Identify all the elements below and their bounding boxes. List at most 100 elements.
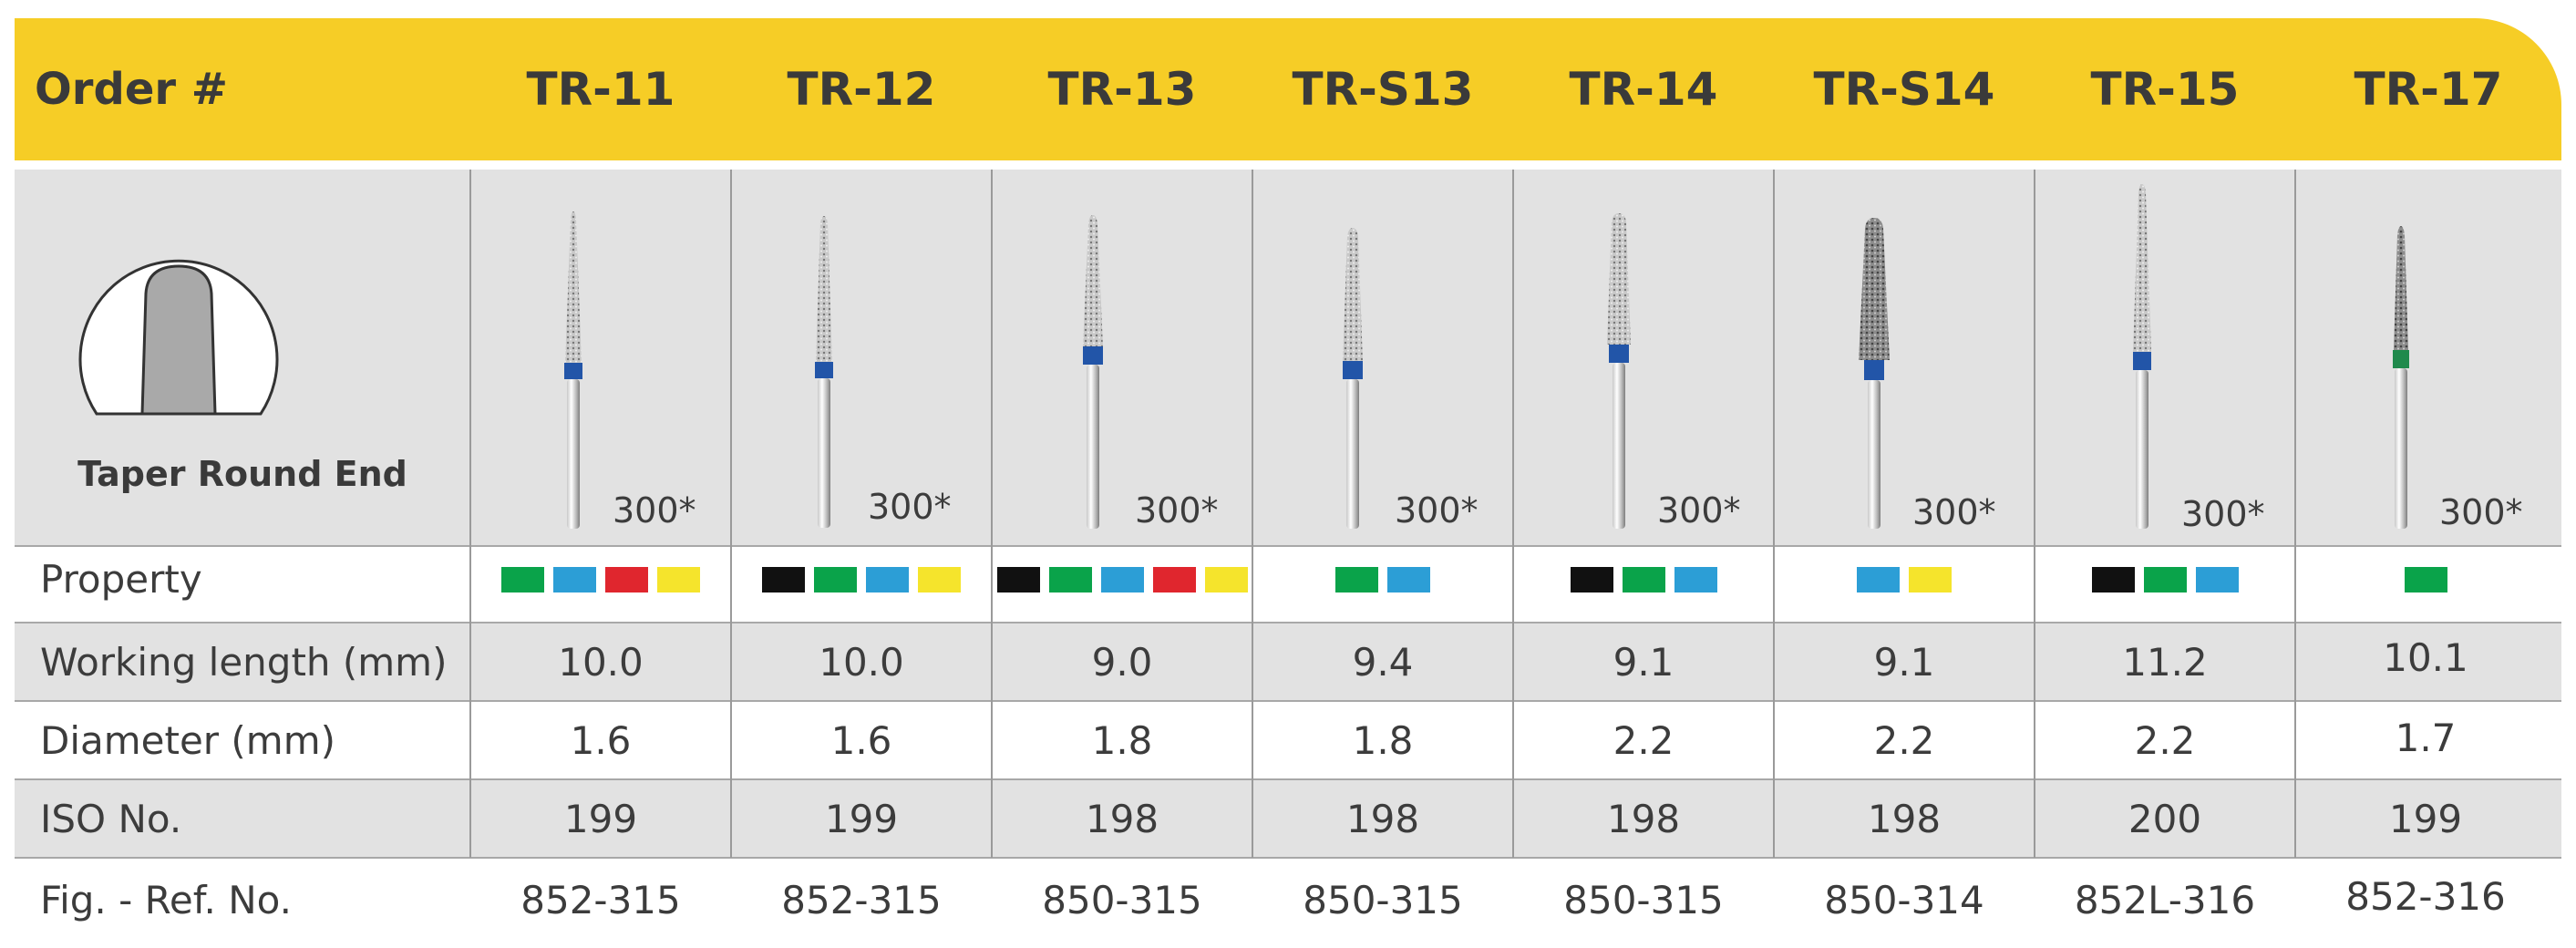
property-swatch	[1387, 567, 1430, 592]
property-swatch	[918, 567, 961, 592]
column-divider	[730, 170, 732, 858]
property-swatch	[1570, 567, 1613, 592]
diameter-value: 2.2	[2134, 717, 2196, 763]
working-length-value: 10.1	[2383, 634, 2468, 680]
bur-image-tr-s14	[1859, 218, 1890, 529]
iso-value: 198	[1085, 796, 1159, 841]
fig-ref-value: 850-315	[1042, 877, 1202, 922]
iso-value: 198	[1606, 796, 1681, 841]
fig-ref-value: 852L-316	[2074, 877, 2256, 922]
column-divider	[991, 170, 993, 858]
row-divider	[15, 622, 2561, 623]
bur-image-tr-17	[2393, 226, 2409, 529]
property-swatch	[1909, 567, 1952, 592]
iso-value: 199	[824, 796, 899, 841]
property-swatch-group	[732, 567, 991, 592]
property-swatch	[1100, 567, 1144, 592]
model-header: TR-12	[787, 63, 936, 116]
bur-image-tr-14	[1607, 213, 1631, 529]
diameter-value: 1.6	[830, 717, 892, 763]
property-swatch-group	[2296, 567, 2555, 592]
property-swatch	[2091, 567, 2135, 592]
working-length-label: Working length (mm)	[40, 639, 448, 685]
property-swatch	[996, 567, 1040, 592]
working-length-value: 9.1	[1613, 639, 1674, 685]
working-length-value: 10.0	[819, 639, 904, 685]
iso-row	[15, 779, 2561, 858]
fig-ref-value: 852-316	[2345, 873, 2506, 919]
property-swatch	[657, 567, 700, 592]
iso-label: ISO No.	[40, 796, 182, 841]
property-label: Property	[40, 556, 202, 602]
working-length-value: 9.0	[1091, 639, 1153, 685]
property-swatch	[1152, 567, 1196, 592]
model-header: TR-13	[1047, 63, 1197, 116]
diameter-row	[15, 701, 2561, 779]
model-header: TR-S13	[1292, 63, 1474, 116]
property-swatch-group	[1514, 567, 1773, 592]
diameter-value: 1.8	[1352, 717, 1414, 763]
column-divider	[2294, 170, 2296, 858]
column-divider	[2034, 170, 2035, 858]
property-swatch-group	[1253, 567, 1512, 592]
grit-count: 300*	[2439, 492, 2523, 532]
property-swatch	[553, 567, 596, 592]
working-length-value: 10.0	[558, 639, 644, 685]
bur-image-tr-11	[564, 211, 582, 529]
property-swatch	[814, 567, 857, 592]
property-swatch	[2143, 567, 2187, 592]
bur-image-tr-s13	[1343, 228, 1363, 529]
column-divider	[1252, 170, 1253, 858]
diameter-value: 2.2	[1613, 717, 1674, 763]
property-swatch	[1335, 567, 1378, 592]
property-swatch	[1857, 567, 1900, 592]
model-header: TR-14	[1569, 63, 1718, 116]
fig-ref-value: 850-314	[1824, 877, 1984, 922]
grit-count: 300*	[1395, 490, 1479, 531]
column-divider	[469, 170, 471, 858]
order-label: Order #	[35, 64, 228, 115]
diameter-value: 1.7	[2395, 715, 2457, 760]
working-length-row	[15, 623, 2561, 701]
column-divider	[1773, 170, 1775, 858]
grit-count: 300*	[1135, 490, 1219, 531]
grit-count: 300*	[1912, 492, 1996, 532]
fig-ref-value: 850-315	[1563, 877, 1724, 922]
bur-image-tr-13	[1083, 215, 1103, 529]
diameter-value: 2.2	[1873, 717, 1935, 763]
working-length-value: 9.4	[1352, 639, 1414, 685]
property-swatch	[1048, 567, 1092, 592]
header-bar: Order # TR-11 TR-12 TR-13 TR-S13 TR-14 T…	[15, 18, 2561, 160]
model-header: TR-11	[526, 63, 675, 116]
model-header: TR-S14	[1813, 63, 1995, 116]
diameter-value: 1.8	[1091, 717, 1153, 763]
row-divider	[15, 778, 2561, 780]
bur-image-tr-12	[815, 216, 833, 528]
property-swatch-group	[2035, 567, 2294, 592]
property-swatch	[1622, 567, 1665, 592]
fig-ref-value: 852-315	[520, 877, 681, 922]
shape-caption: Taper Round End	[77, 454, 407, 494]
working-length-value: 9.1	[1873, 639, 1935, 685]
bur-image-tr-15	[2133, 184, 2151, 529]
grit-count: 300*	[613, 490, 696, 531]
property-swatch	[762, 567, 805, 592]
property-swatch	[605, 567, 648, 592]
fig-ref-value: 850-315	[1303, 877, 1463, 922]
diameter-value: 1.6	[570, 717, 632, 763]
column-divider	[1512, 170, 1514, 858]
property-swatch-group	[1775, 567, 2034, 592]
property-swatch	[1204, 567, 1248, 592]
working-length-value: 11.2	[2122, 639, 2208, 685]
taper-round-end-shape-icon	[77, 239, 281, 421]
iso-value: 198	[1345, 796, 1420, 841]
diameter-label: Diameter (mm)	[40, 717, 336, 763]
iso-value: 198	[1867, 796, 1942, 841]
iso-value: 199	[563, 796, 638, 841]
property-row	[15, 546, 2561, 623]
row-divider	[15, 857, 2561, 859]
fig-ref-row	[15, 858, 2561, 942]
row-divider	[15, 545, 2561, 547]
property-swatch	[2404, 567, 2447, 592]
model-header: TR-15	[2090, 63, 2240, 116]
